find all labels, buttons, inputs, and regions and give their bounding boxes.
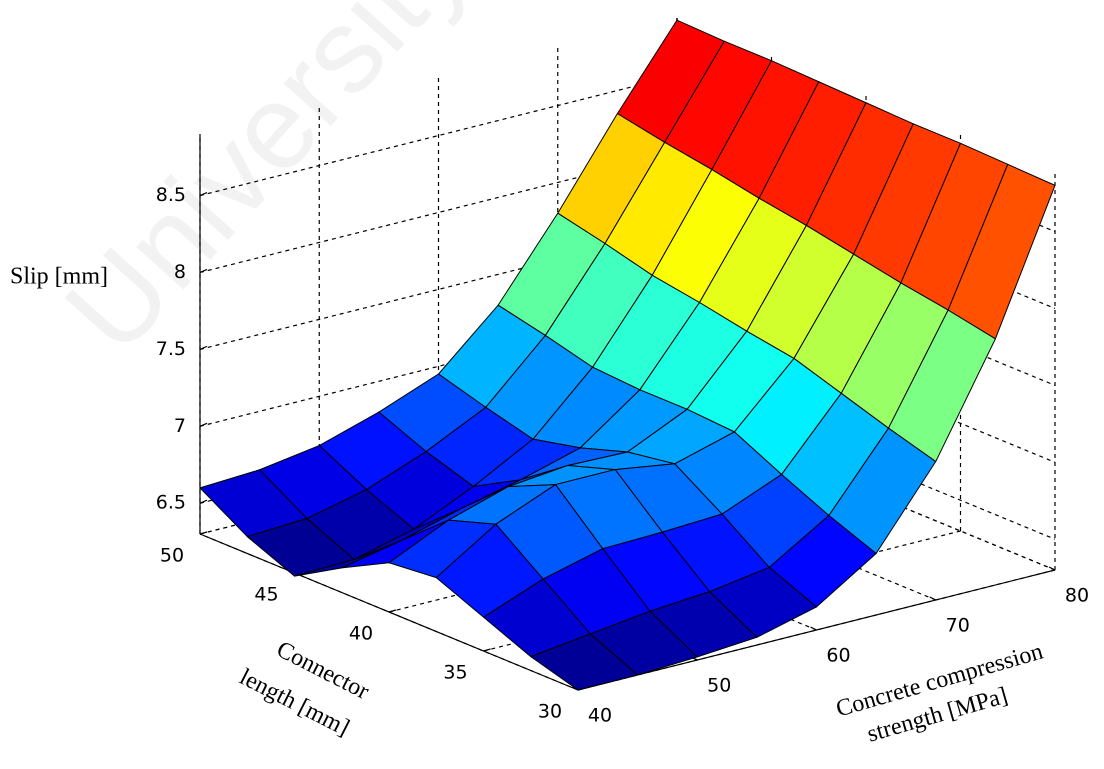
tick-mark bbox=[810, 626, 817, 631]
y-tick-label: 40 bbox=[349, 623, 373, 645]
surface bbox=[199, 19, 1056, 691]
x-tick-label: 80 bbox=[1065, 585, 1089, 607]
surface-patch bbox=[530, 633, 639, 691]
z-tick-label: 6.5 bbox=[156, 492, 186, 514]
z-tick-label: 7.5 bbox=[156, 338, 186, 360]
tick-mark bbox=[388, 609, 397, 613]
tick-mark bbox=[199, 268, 208, 274]
z-tick-label: 8 bbox=[174, 261, 186, 283]
tick-mark bbox=[199, 191, 208, 197]
tick-mark bbox=[199, 531, 208, 535]
y-tick-label: 45 bbox=[254, 584, 278, 606]
y-tick-label: 50 bbox=[160, 545, 184, 567]
grid-line bbox=[199, 74, 678, 197]
x-tick-label: 40 bbox=[588, 705, 612, 727]
tick-mark bbox=[929, 596, 937, 601]
tick-mark bbox=[199, 499, 208, 504]
watermark: University bbox=[40, 0, 492, 377]
z-tick-label: 8.5 bbox=[156, 184, 186, 206]
x-tick-label: 50 bbox=[707, 675, 731, 697]
x-tick-label: 70 bbox=[946, 615, 970, 637]
y-tick-label: 30 bbox=[538, 701, 562, 723]
x-tick-label: 60 bbox=[826, 645, 850, 667]
z-axis-label: Slip [mm] bbox=[10, 264, 108, 290]
tick-mark bbox=[1048, 566, 1056, 571]
z-tick-label: 7 bbox=[174, 415, 186, 437]
y-tick-label: 35 bbox=[443, 662, 467, 684]
tick-mark bbox=[199, 345, 208, 350]
tick-mark bbox=[483, 648, 491, 652]
grid-line bbox=[577, 569, 1056, 691]
tick-mark bbox=[199, 422, 208, 427]
